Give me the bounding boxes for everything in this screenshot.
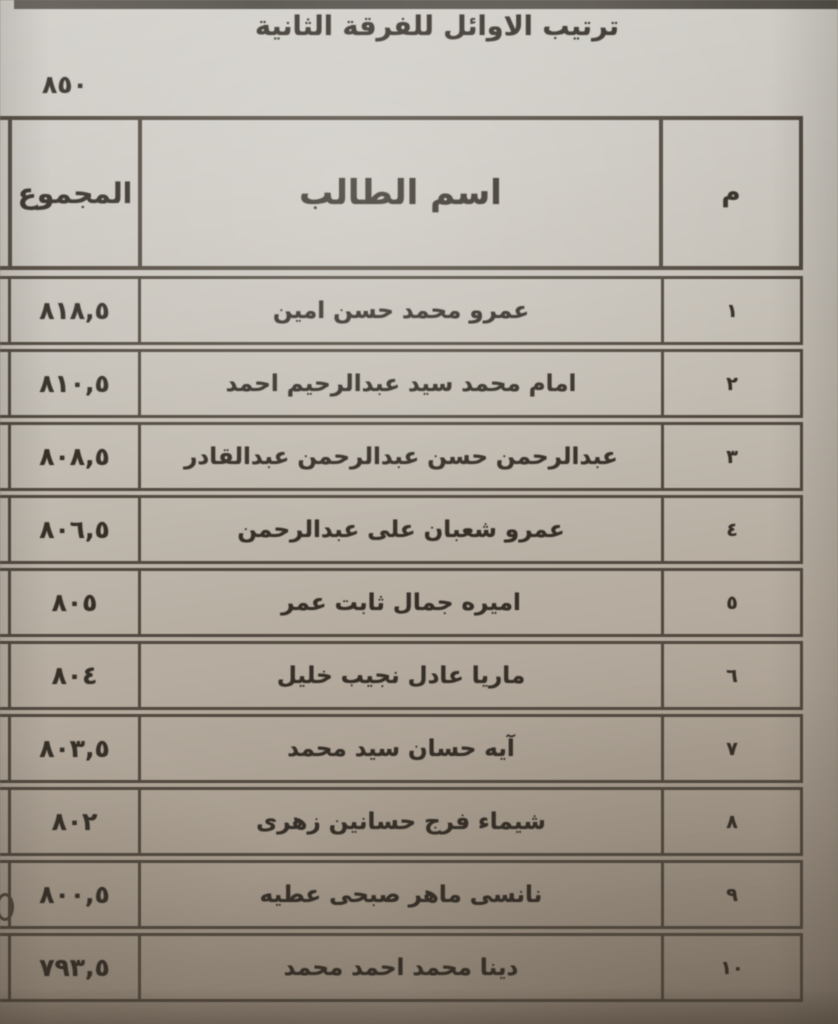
student-name-cell: امام محمد سيد عبدالرحيم احمد <box>141 352 664 415</box>
student-name-cell: ماريا عادل نجيب خليل <box>141 644 664 707</box>
student-name-cell: دينا محمد احمد محمد <box>141 936 664 999</box>
student-name-cell: نانسى ماهر صبحى عطيه <box>141 863 664 926</box>
student-name-cell: عمرو شعبان على عبدالرحمن <box>141 498 664 561</box>
table-row: ٨٠٨,٥ عبدالرحمن حسن عبدالرحمن عبدالقادر … <box>0 422 803 491</box>
header-student-name: اسم الطالب <box>142 120 663 266</box>
table-row: ٨٠٥ اميره جمال ثابت عمر ٥ <box>0 568 803 637</box>
table-row: ٨٠٠,٥ نانسى ماهر صبحى عطيه ٩ <box>0 860 803 929</box>
previous-table-edge <box>14 0 838 9</box>
table-row: ٨١٨,٥ عمرو محمد حسن امين ١ <box>0 276 803 345</box>
student-name-cell: عمرو محمد حسن امين <box>141 279 664 342</box>
table-row: ٨٠٣,٥ آيه حسان سيد محمد ٧ <box>0 714 803 783</box>
rank-cell: ١ <box>726 299 738 322</box>
rank-cell: ٤ <box>726 518 738 541</box>
total-cell: ٨٠٦,٥ <box>11 498 141 561</box>
total-cell: ٨١٠,٥ <box>11 352 141 415</box>
rank-cell: ٥ <box>726 591 738 614</box>
table-row: ٨٠٦,٥ عمرو شعبان على عبدالرحمن ٤ <box>0 495 803 564</box>
student-name-cell: آيه حسان سيد محمد <box>141 717 664 780</box>
max-total-value: ٨٥٠ <box>42 70 88 99</box>
rank-cell: ٦ <box>726 664 738 687</box>
student-name-cell: عبدالرحمن حسن عبدالرحمن عبدالقادر <box>141 425 664 488</box>
rank-cell: ٣ <box>726 445 738 468</box>
total-cell: ٨٠٠,٥ <box>11 863 141 926</box>
total-cell: ٨٠٢ <box>11 790 141 853</box>
header-total: المجموع <box>12 120 142 266</box>
table-header-row: المجموع اسم الطالب م <box>0 116 803 270</box>
header-rank: م <box>721 178 741 208</box>
rank-cell: ٧ <box>726 737 738 760</box>
rank-cell: ٨ <box>726 810 738 833</box>
rank-cell: ٢ <box>726 372 738 395</box>
page-title: ترتيب الاوائل للفرقة الثانية <box>254 11 620 42</box>
total-cell: ٨٠٨,٥ <box>11 425 141 488</box>
table-row: ٨١٠,٥ امام محمد سيد عبدالرحيم احمد ٢ <box>0 349 803 418</box>
student-name-cell: اميره جمال ثابت عمر <box>141 571 664 634</box>
ranking-table: المجموع اسم الطالب م ٨١٨,٥ عمرو محمد حسن… <box>0 116 803 1002</box>
rank-cell: ١٠ <box>720 956 744 979</box>
total-cell: ٨٠٥ <box>11 571 141 634</box>
total-cell: ٨١٨,٥ <box>11 279 141 342</box>
total-cell: ٧٩٣,٥ <box>11 936 141 999</box>
paper-edge-mark <box>0 893 14 921</box>
student-name-cell: شيماء فرج حسانين زهرى <box>141 790 664 853</box>
table-row: ٨٠٤ ماريا عادل نجيب خليل ٦ <box>0 641 803 710</box>
rank-cell: ٩ <box>726 883 738 906</box>
table-row: ٨٠٢ شيماء فرج حسانين زهرى ٨ <box>0 787 803 856</box>
total-cell: ٨٠٣,٥ <box>11 717 141 780</box>
total-cell: ٨٠٤ <box>11 644 141 707</box>
table-body: ٨١٨,٥ عمرو محمد حسن امين ١ ٨١٠,٥ امام مح… <box>0 276 803 1002</box>
table-row: ٧٩٣,٥ دينا محمد احمد محمد ١٠ <box>0 933 803 1002</box>
